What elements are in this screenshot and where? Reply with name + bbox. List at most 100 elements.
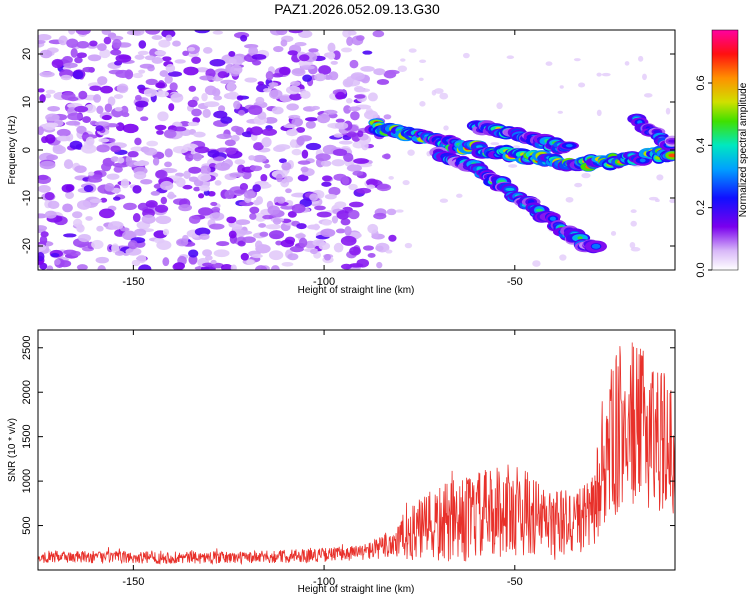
spectrogram-cell xyxy=(230,64,243,75)
spectrogram-cell xyxy=(254,265,268,270)
spectrogram-cell xyxy=(134,137,142,146)
spectrogram-cell xyxy=(532,260,541,267)
spectrogram-cell xyxy=(130,146,144,152)
spectrogram-cell xyxy=(291,117,303,127)
spectrogram-cell xyxy=(350,111,360,121)
spectrogram-cell xyxy=(352,170,364,176)
spectrogram-cell xyxy=(244,77,258,83)
spectrogram-cell xyxy=(330,60,338,65)
spectrogram-cell xyxy=(172,40,181,47)
spectrogram-cell xyxy=(343,152,354,162)
spectrogram-cell xyxy=(132,72,143,79)
spectrogram-cell xyxy=(67,96,79,102)
spectrogram-cell xyxy=(404,242,413,249)
spectrogram-cell xyxy=(578,82,586,88)
spectrogram-cell xyxy=(165,34,173,42)
spectrogram-cell xyxy=(110,35,124,41)
spectrogram-cell xyxy=(176,238,189,247)
spectrogram-cell xyxy=(146,140,159,147)
spectrogram-cell xyxy=(276,30,288,36)
spectrogram-cell xyxy=(375,245,384,252)
spectrogram-cell xyxy=(133,171,147,180)
spectrogram-cell xyxy=(407,149,415,156)
spectrogram-cell xyxy=(304,117,318,122)
spectrogram-cell xyxy=(346,131,357,138)
spectrogram-cell xyxy=(154,204,169,213)
spectrogram-cell xyxy=(164,161,172,168)
spectrogram-cell xyxy=(385,249,393,254)
spectrogram-cell xyxy=(249,165,263,172)
spectrogram-cell xyxy=(100,85,114,94)
snr-x-axis-label: Height of straight line (km) xyxy=(298,584,415,595)
spectrogram-cell xyxy=(456,193,463,198)
spectrogram-cell xyxy=(214,180,222,186)
spectrogram-cell xyxy=(289,93,302,101)
spectrogram-cell xyxy=(314,205,326,211)
spectrogram-cell xyxy=(281,261,294,267)
spectrogram-cell xyxy=(220,264,233,270)
spectrogram-cell xyxy=(278,66,291,76)
spectrogram-cell xyxy=(400,58,406,62)
spectrogram-cell xyxy=(82,66,95,73)
spectrogram-cell xyxy=(111,243,120,254)
spectrogram-cell xyxy=(160,180,174,191)
spectrogram-cell xyxy=(209,59,226,67)
spectrogram-cell xyxy=(87,54,102,62)
spectrogram-cell xyxy=(154,50,167,56)
spectrogram-cell xyxy=(188,215,201,224)
spectrogram-cell xyxy=(496,102,503,110)
spectrogram-cell xyxy=(65,191,75,199)
spectrogram-cell xyxy=(54,258,61,266)
spectrogram-cell xyxy=(545,61,553,66)
spectrogram-image xyxy=(38,30,675,270)
spectrogram-cell xyxy=(383,114,392,120)
spectrogram-cell xyxy=(110,49,122,56)
spectrogram-cell xyxy=(320,228,336,238)
spectrogram-cell xyxy=(581,172,591,179)
spectrogram-cell xyxy=(56,128,71,137)
spectrogram-cell xyxy=(259,231,269,237)
spectrogram-cell xyxy=(159,70,169,77)
spectrogram-cell xyxy=(76,264,88,270)
spectrogram-cell xyxy=(112,38,122,49)
spectrogram-cell xyxy=(239,183,249,191)
spectrogram-cell xyxy=(251,253,263,259)
spectrogram-y-tick-label: -20 xyxy=(21,238,33,254)
spectrogram-cell xyxy=(47,105,60,112)
spectrogram-cell xyxy=(138,264,152,270)
spectrogram-cell xyxy=(140,116,149,122)
spectrogram-cell xyxy=(596,109,602,117)
spectrogram-cell xyxy=(113,196,121,201)
spectrogram-cell xyxy=(85,136,95,146)
spectrogram-cell xyxy=(127,240,138,250)
spectrogram-cell xyxy=(187,99,198,108)
spectrogram-cell xyxy=(76,224,85,233)
spectrogram-cell xyxy=(321,219,332,226)
snr-x-tick-label: -100 xyxy=(313,576,335,588)
chart-title: PAZ1.2026.052.09.13.G30 xyxy=(274,1,440,17)
spectrogram-cell xyxy=(321,181,332,187)
spectrogram-cell xyxy=(107,221,124,230)
spectrogram-ridge-core xyxy=(591,243,601,249)
spectrogram-cell xyxy=(408,48,417,53)
spectrogram-cell xyxy=(213,110,228,119)
spectrogram-cell xyxy=(115,54,132,63)
spectrogram-cell xyxy=(559,254,567,261)
spectrogram-cell xyxy=(255,196,264,205)
snr-x-axis: -150 -100 -50 xyxy=(122,330,523,588)
spectrogram-cell xyxy=(348,183,358,191)
spectrogram-cell xyxy=(76,41,90,49)
spectrogram-cell xyxy=(313,223,320,231)
spectrogram-cell xyxy=(106,173,120,180)
spectrogram-cell xyxy=(97,264,106,270)
spectrogram-cell xyxy=(280,39,288,47)
spectrogram-cell xyxy=(63,62,78,69)
spectrogram-cell xyxy=(165,64,176,73)
spectrogram-cell xyxy=(235,219,251,225)
spectrogram-cell xyxy=(630,209,637,214)
spectrogram-cell xyxy=(75,30,91,36)
spectrogram-cell xyxy=(168,71,183,77)
spectrogram-cell xyxy=(58,35,68,46)
spectrogram-cell xyxy=(312,239,325,247)
